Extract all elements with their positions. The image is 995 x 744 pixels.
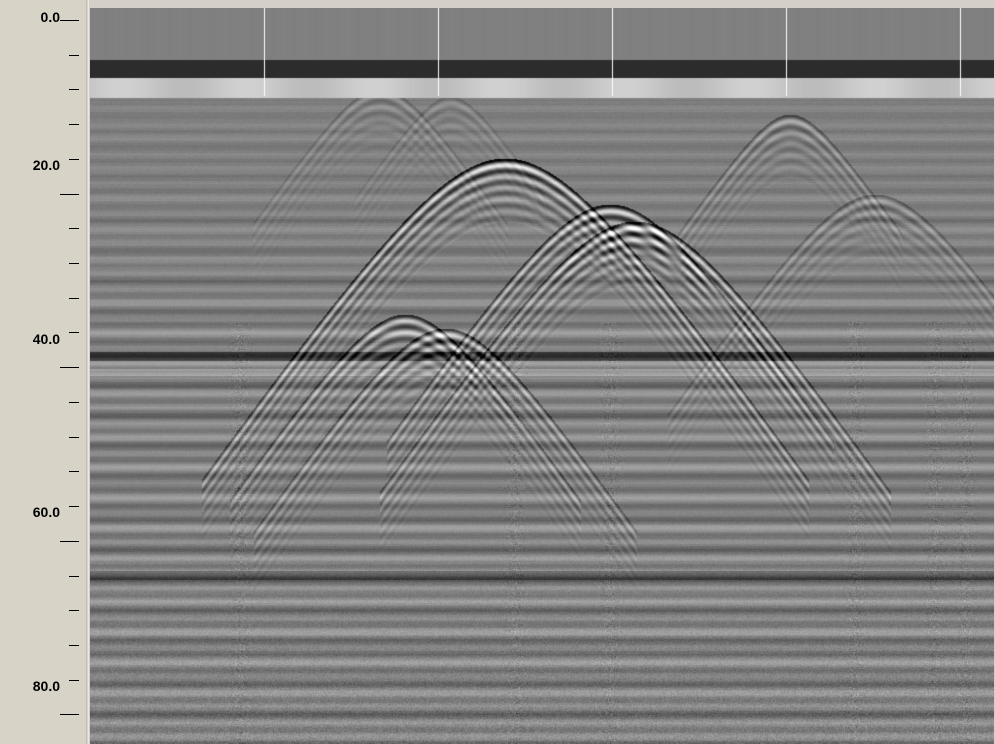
depth-label-0: 0.0 [40, 9, 60, 25]
depth-label-60: 60.0 [32, 504, 60, 520]
radargram-image[interactable] [90, 8, 994, 744]
scale-divider [86, 0, 89, 744]
depth-tick [60, 20, 79, 21]
depth-tick [69, 401, 79, 403]
depth-tick [69, 679, 79, 681]
depth-label-20: 20.0 [32, 157, 60, 173]
depth-tick [69, 158, 79, 160]
depth-tick [69, 610, 79, 612]
depth-tick [69, 54, 79, 56]
depth-tick [69, 124, 79, 126]
depth-tick [69, 228, 79, 230]
depth-tick [69, 436, 79, 438]
depth-scale: 0.0 20.0 40.0 60.0 80.0 [0, 0, 88, 744]
depth-tick [69, 575, 79, 577]
depth-label-40: 40.0 [32, 331, 60, 347]
depth-tick [60, 367, 79, 369]
depth-tick [69, 471, 79, 473]
depth-tick [69, 506, 79, 508]
depth-tick [60, 193, 79, 195]
depth-tick [60, 540, 79, 542]
depth-tick [69, 89, 79, 91]
depth-tick [69, 263, 79, 265]
depth-tick [69, 332, 79, 334]
depth-label-80: 80.0 [32, 678, 60, 694]
depth-tick [69, 644, 79, 646]
depth-tick [69, 297, 79, 299]
depth-tick [60, 714, 79, 716]
